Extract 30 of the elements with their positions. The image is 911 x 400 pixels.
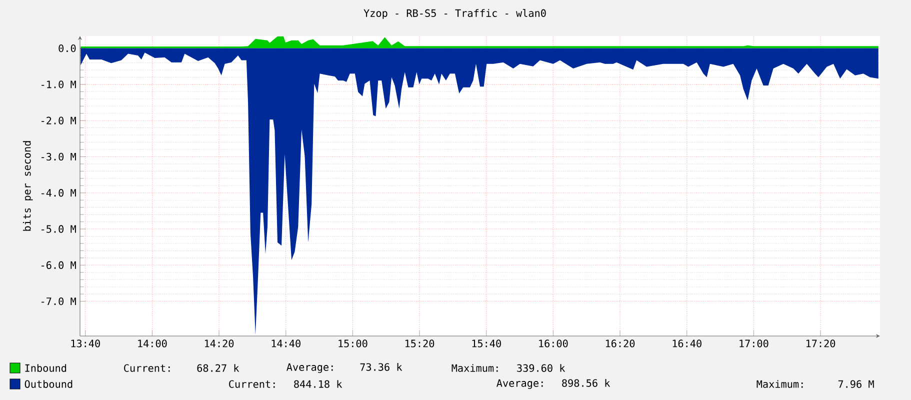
text: Maximum: 7.96 M xyxy=(756,380,874,388)
x-tick-label: 17:00 xyxy=(740,340,768,348)
y-tick-label: 0.0 xyxy=(58,44,76,52)
x-tick-label: 14:40 xyxy=(272,340,300,348)
text: Average: 898.56 k xyxy=(496,379,610,389)
x-tick-label: 14:20 xyxy=(204,340,234,348)
x-tick-label: 16:40 xyxy=(672,340,702,348)
text: Average: 73.36 k xyxy=(286,363,402,373)
text: Current: 844.18 k xyxy=(229,380,342,388)
x-tick-label: 17:20 xyxy=(806,340,836,348)
y-tick-label: -4.0 M xyxy=(42,189,76,197)
x-tick-label: 16:00 xyxy=(539,340,568,348)
x-tick-label: 15:40 xyxy=(472,340,501,348)
y-axis-title: bits per second xyxy=(22,141,33,231)
x-tick-label: 13:40 xyxy=(71,340,100,348)
chart-title: Yzop - RB-S5 - Traffic - wlan0 xyxy=(364,9,546,19)
y-tick-label: -2.0 M xyxy=(42,116,76,124)
legend-label: Inbound xyxy=(25,364,66,372)
x-tick-label: 14:00 xyxy=(138,340,167,348)
x-tick-label: 16:20 xyxy=(606,340,635,348)
text: Current: 68.27 k xyxy=(124,364,240,372)
y-tick-label: -6.0 M xyxy=(42,261,76,269)
x-tick-label: 15:20 xyxy=(405,340,434,348)
x-tick-label: 15:00 xyxy=(338,340,368,348)
y-tick-label: -1.0 M xyxy=(42,80,76,88)
y-tick-label: -3.0 M xyxy=(42,152,76,161)
y-tick-label: -5.0 M xyxy=(42,225,76,233)
y-tick-label: -7.0 M xyxy=(42,297,76,306)
legend-label: Outbound xyxy=(24,380,72,388)
text: Maximum: 339.60 k xyxy=(452,364,566,372)
